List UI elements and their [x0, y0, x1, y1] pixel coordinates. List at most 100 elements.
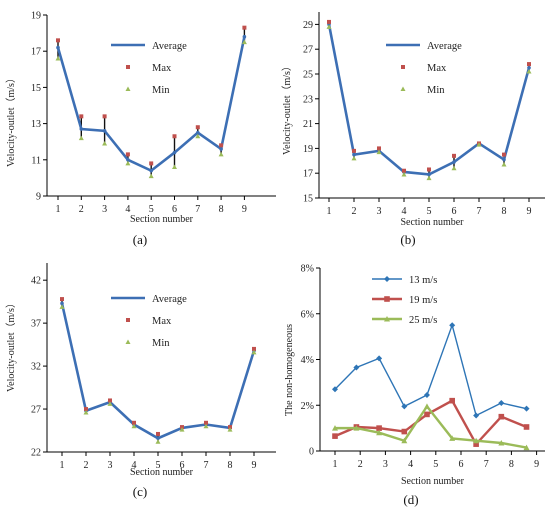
min-point — [251, 349, 257, 355]
legend-marker-1 — [384, 276, 390, 282]
min-point — [78, 135, 84, 141]
legend-label-max: Max — [152, 316, 172, 327]
legend-label-3: 25 m/s — [409, 315, 437, 326]
average-point — [56, 45, 60, 50]
y-tick-label: 17 — [303, 169, 313, 180]
average-point — [502, 157, 506, 162]
x-tick-label: 8 — [502, 206, 507, 217]
x-tick-label: 6 — [180, 460, 185, 471]
average-point — [427, 172, 431, 177]
min-point — [476, 142, 482, 147]
y-tick-label: 22 — [31, 448, 41, 459]
x-tick-label: 9 — [534, 459, 539, 470]
series-point-3 — [523, 444, 530, 451]
min-point — [203, 423, 209, 429]
legend-label-min: Min — [152, 85, 170, 96]
legend-swatch-max — [401, 65, 405, 69]
max-point — [352, 148, 356, 153]
y-tick-label: 15 — [303, 194, 313, 205]
legend-marker-3 — [384, 316, 390, 322]
series-point-1 — [376, 355, 383, 362]
x-tick-label: 9 — [252, 460, 257, 471]
series-point-3 — [376, 429, 383, 436]
x-tick-label: 4 — [408, 459, 413, 470]
x-tick-label: 1 — [333, 459, 338, 470]
min-point — [107, 401, 113, 406]
average-point — [79, 127, 84, 131]
y-tick-label: 8% — [301, 264, 314, 275]
legend-label-average: Average — [427, 41, 462, 52]
y-tick-label: 27 — [303, 45, 313, 56]
panel-label: (b) — [400, 232, 415, 247]
average-point — [172, 150, 177, 155]
x-tick-label: 4 — [132, 460, 137, 471]
min-point — [241, 39, 247, 45]
legend-label-2: 19 m/s — [409, 295, 437, 306]
legend-swatch-max — [126, 65, 130, 69]
max-point — [172, 134, 177, 139]
x-tick-label: 5 — [433, 459, 438, 470]
series-point-1 — [473, 412, 480, 419]
panel-label: (d) — [403, 492, 418, 507]
x-axis-title: Section number — [400, 217, 464, 228]
series-point-2 — [498, 413, 505, 420]
x-axis-title: Section number — [401, 476, 465, 487]
series-point-3 — [332, 425, 338, 431]
min-point — [59, 304, 65, 309]
max-point — [452, 153, 456, 158]
panel-label: (c) — [133, 484, 147, 499]
x-tick-label: 5 — [427, 206, 432, 217]
average-point — [242, 34, 247, 39]
legend-label-average: Average — [152, 294, 187, 305]
x-tick-label: 3 — [377, 206, 382, 217]
chart-panel-a: 9 11 13 15 17 19 1 2 3 4 5 6 7 8 9 Section number Veloci… — [5, 11, 276, 247]
x-tick-label: 6 — [452, 206, 457, 217]
legend-label-1: 13 m/s — [409, 275, 437, 286]
max-point — [56, 38, 60, 43]
min-point — [172, 164, 177, 170]
legend-swatch-max — [126, 318, 130, 322]
legend-swatch-min — [125, 86, 131, 91]
y-tick-label: 32 — [31, 362, 41, 373]
y-axis-title: Velocity-outlet（m/s） — [5, 298, 17, 392]
x-tick-label: 7 — [484, 459, 489, 470]
x-tick-label: 2 — [358, 459, 363, 470]
max-point — [102, 114, 107, 119]
min-point — [55, 55, 61, 61]
y-tick-label: 13 — [31, 119, 41, 130]
max-point — [149, 161, 154, 166]
legend-label-max: Max — [152, 63, 172, 74]
series-point-1 — [401, 403, 408, 410]
x-tick-label: 2 — [352, 206, 357, 217]
y-tick-label: 27 — [31, 405, 41, 416]
y-tick-label: 0 — [309, 447, 314, 458]
max-point — [132, 420, 136, 425]
min-point — [351, 155, 357, 161]
x-tick-label: 3 — [108, 460, 113, 471]
y-tick-label: 19 — [31, 11, 41, 22]
max-point — [252, 346, 256, 351]
legend-swatch-min — [400, 86, 406, 91]
series-point-2 — [376, 425, 382, 431]
panel-label: (a) — [133, 232, 147, 247]
x-axis-title: Section number — [130, 214, 194, 225]
y-tick-label: 19 — [303, 144, 313, 155]
series-point-1 — [423, 391, 430, 398]
legend-marker-2 — [384, 296, 390, 302]
x-tick-label: 4 — [125, 204, 130, 215]
average-point — [352, 152, 356, 157]
y-tick-label: 6% — [301, 309, 314, 320]
max-point — [108, 398, 112, 403]
max-point — [327, 19, 331, 24]
legend-label-min: Min — [427, 85, 445, 96]
x-axis-title: Section number — [130, 467, 194, 478]
series-point-1 — [449, 322, 456, 329]
x-tick-label: 1 — [60, 460, 65, 471]
x-tick-label: 1 — [327, 206, 332, 217]
average-point — [527, 66, 531, 70]
max-point — [195, 125, 200, 130]
series-line-average — [56, 36, 246, 173]
legend-label-min: Min — [152, 338, 170, 349]
legend-swatch-min — [125, 339, 131, 344]
